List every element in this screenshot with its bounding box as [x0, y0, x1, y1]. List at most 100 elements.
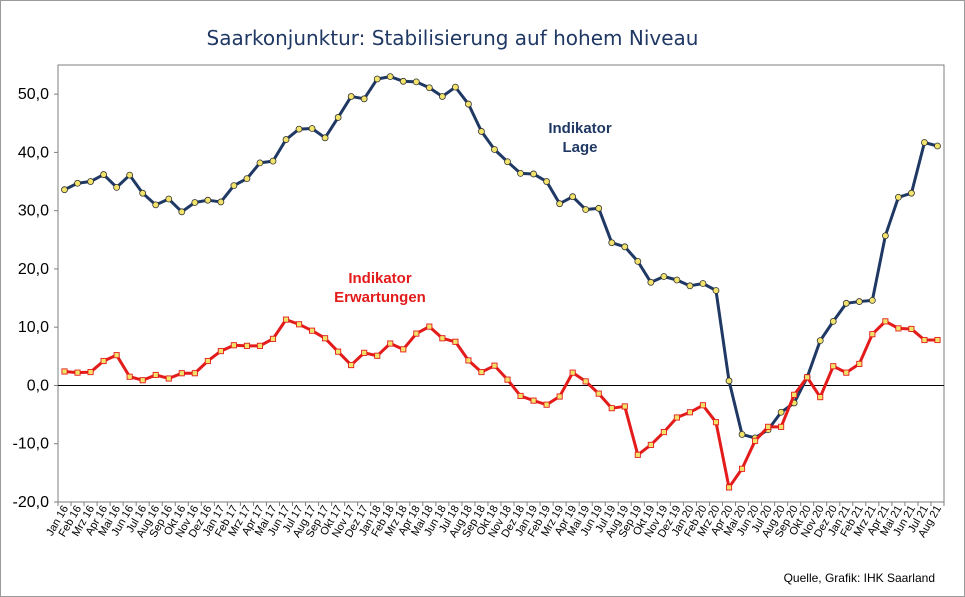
data-point	[595, 390, 602, 397]
data-point	[504, 376, 511, 383]
data-point	[413, 330, 420, 337]
data-point	[699, 280, 707, 287]
data-point	[217, 198, 225, 206]
data-point	[804, 374, 811, 381]
data-point	[569, 369, 576, 376]
data-point	[465, 100, 472, 108]
data-point	[725, 377, 733, 385]
data-point	[530, 397, 537, 404]
y-axis-ticks: 50,0 40,0 30,0 20,0 10,0 0,0 -10,0 -20,0	[13, 86, 58, 511]
data-point	[400, 346, 407, 353]
y-tick-label: -10,0	[13, 436, 50, 453]
data-point	[647, 278, 655, 286]
data-point	[517, 392, 524, 400]
data-point	[478, 369, 485, 376]
data-point	[386, 73, 394, 81]
data-point	[895, 325, 902, 332]
data-point	[869, 331, 876, 338]
data-point	[139, 189, 147, 197]
data-point	[61, 368, 68, 375]
data-point	[491, 362, 498, 369]
data-point	[686, 409, 693, 416]
data-point	[139, 377, 146, 384]
legend-label-lage-line2: Lage	[562, 139, 597, 156]
data-point	[243, 342, 250, 349]
data-point	[582, 206, 590, 213]
data-point	[360, 95, 368, 103]
data-point	[647, 441, 654, 448]
series-layer	[61, 73, 941, 491]
data-point	[165, 195, 173, 203]
y-tick-label: -20,0	[13, 494, 50, 511]
data-point	[191, 370, 198, 377]
data-point	[282, 316, 290, 323]
plot-area	[57, 64, 945, 503]
data-point	[113, 183, 121, 191]
data-point	[309, 327, 316, 334]
data-point	[282, 136, 290, 143]
source-note: Quelle, Grafik: IHK Saarland	[783, 571, 935, 585]
data-point	[295, 321, 303, 328]
legend-label-erwartungen-line2: Erwartungen	[334, 289, 426, 306]
data-point	[921, 139, 928, 146]
data-point	[881, 232, 889, 240]
data-point	[165, 375, 172, 382]
data-point	[87, 369, 94, 376]
legend-label-lage-line1: Indikator	[548, 120, 612, 137]
data-point	[725, 484, 733, 491]
data-point	[465, 357, 472, 364]
data-point	[361, 349, 368, 356]
data-point	[295, 125, 303, 133]
data-point	[321, 134, 329, 142]
data-point	[230, 342, 237, 349]
chart-title: Saarkonjunktur: Stabilisierung auf hohem…	[206, 26, 699, 50]
data-point	[556, 393, 563, 400]
data-point	[269, 157, 277, 165]
data-point	[738, 431, 746, 438]
data-point	[791, 391, 798, 398]
data-point	[399, 77, 407, 85]
y-tick-label: 40,0	[18, 144, 49, 161]
data-point	[582, 378, 589, 385]
data-point	[322, 335, 329, 342]
data-point	[178, 370, 185, 377]
data-point	[348, 362, 355, 369]
data-point	[843, 369, 850, 376]
data-point	[191, 199, 199, 206]
data-point	[308, 125, 316, 132]
data-point	[699, 402, 707, 409]
data-point	[439, 335, 446, 342]
legend-label-erwartungen-line1: Indikator	[348, 270, 412, 287]
data-point	[438, 93, 446, 100]
data-point	[126, 373, 133, 380]
data-point	[204, 196, 212, 204]
data-point	[765, 423, 772, 430]
data-point	[335, 348, 342, 355]
data-point	[269, 335, 277, 342]
data-point	[894, 193, 902, 201]
data-point	[934, 142, 941, 150]
data-point	[100, 357, 107, 365]
data-point	[829, 317, 837, 325]
data-point	[817, 394, 824, 401]
data-point	[491, 146, 498, 153]
data-point	[868, 296, 876, 304]
data-point	[556, 200, 564, 208]
data-point	[543, 401, 550, 408]
data-point	[921, 336, 928, 344]
data-point	[217, 348, 224, 355]
data-point	[621, 243, 629, 251]
data-point	[61, 186, 68, 194]
data-point	[712, 287, 720, 294]
data-point	[452, 338, 459, 345]
data-point	[634, 451, 641, 458]
y-tick-label: 10,0	[18, 319, 49, 336]
data-point	[908, 325, 915, 332]
data-point	[478, 128, 485, 135]
data-point	[74, 369, 81, 376]
data-point	[856, 360, 863, 367]
data-point	[777, 408, 785, 416]
data-point	[425, 84, 433, 92]
